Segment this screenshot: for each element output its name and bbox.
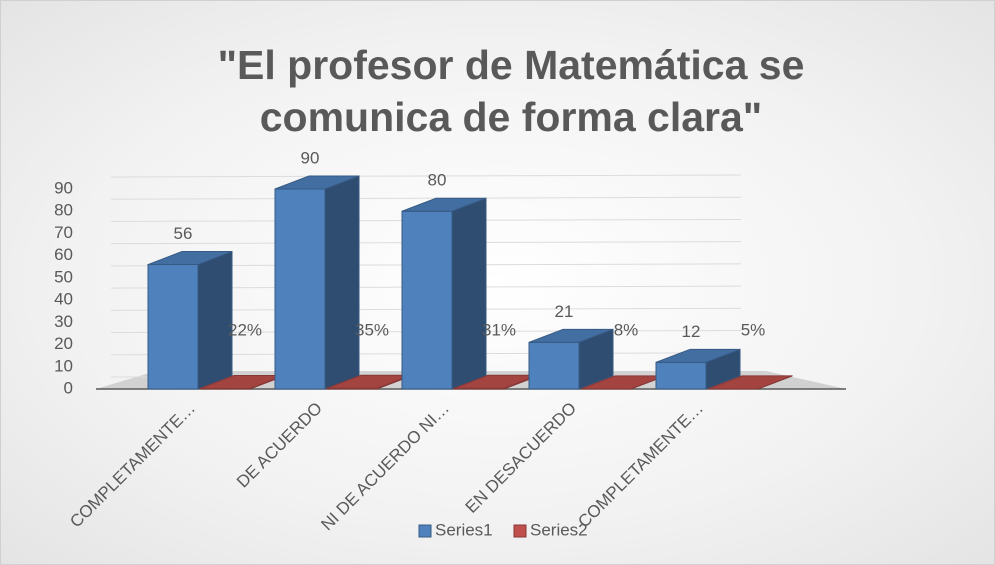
bar-face bbox=[451, 197, 487, 390]
bar-face bbox=[274, 188, 326, 390]
x-tick-label: COMPLETAMENTE… bbox=[66, 399, 199, 532]
bar-face bbox=[655, 361, 707, 390]
data-label: 8% bbox=[614, 320, 639, 339]
bar bbox=[401, 197, 487, 390]
x-tick-label: DE ACUERDO bbox=[233, 399, 326, 492]
legend-swatch bbox=[513, 524, 527, 538]
x-tick-label: EN DESACUERDO bbox=[462, 399, 580, 517]
bar-face bbox=[197, 250, 233, 390]
bar-face bbox=[401, 210, 453, 390]
y-tick-label: 40 bbox=[54, 290, 73, 309]
data-label: 80 bbox=[428, 171, 447, 190]
bar-face bbox=[655, 348, 741, 363]
bar-face bbox=[401, 197, 487, 212]
grid-line bbox=[110, 196, 742, 200]
legend-swatch bbox=[418, 524, 432, 538]
grid-line bbox=[110, 174, 742, 178]
bar-face bbox=[324, 175, 360, 390]
bar-face bbox=[707, 375, 793, 390]
x-tick-label: NI DE ACUERDO NI… bbox=[317, 399, 453, 535]
y-tick-label: 60 bbox=[54, 245, 73, 264]
bar bbox=[274, 175, 360, 390]
bar-face bbox=[147, 264, 199, 390]
y-tick-label: 0 bbox=[64, 378, 73, 397]
data-label: 12 bbox=[682, 322, 701, 341]
legend-label: Series1 bbox=[435, 520, 493, 539]
data-label: 35% bbox=[355, 320, 389, 339]
data-label: 22% bbox=[228, 320, 262, 339]
y-tick-label: 90 bbox=[54, 178, 73, 197]
data-label: 5% bbox=[741, 320, 766, 339]
y-tick-label: 50 bbox=[54, 267, 73, 286]
y-tick-label: 20 bbox=[54, 334, 73, 353]
y-tick-label: 70 bbox=[54, 223, 73, 242]
bar bbox=[528, 328, 614, 390]
data-label: 56 bbox=[174, 224, 193, 243]
bar bbox=[655, 348, 741, 390]
bar bbox=[147, 250, 233, 390]
bar-face bbox=[528, 328, 614, 343]
legend-label: Series2 bbox=[530, 520, 588, 539]
bar bbox=[707, 375, 793, 390]
y-tick-label: 10 bbox=[54, 356, 73, 375]
y-tick-label: 30 bbox=[54, 312, 73, 331]
x-tick-label: COMPLETAMENTE… bbox=[574, 399, 707, 532]
y-tick-label: 80 bbox=[54, 201, 73, 220]
data-label: 31% bbox=[482, 320, 516, 339]
chart-title: "El profesor de Matemática se comunica d… bbox=[217, 42, 805, 140]
data-label: 90 bbox=[301, 148, 320, 167]
bar-face bbox=[528, 341, 580, 390]
data-label: 21 bbox=[555, 302, 574, 321]
bar-face bbox=[147, 251, 233, 266]
bar-face bbox=[274, 175, 360, 190]
